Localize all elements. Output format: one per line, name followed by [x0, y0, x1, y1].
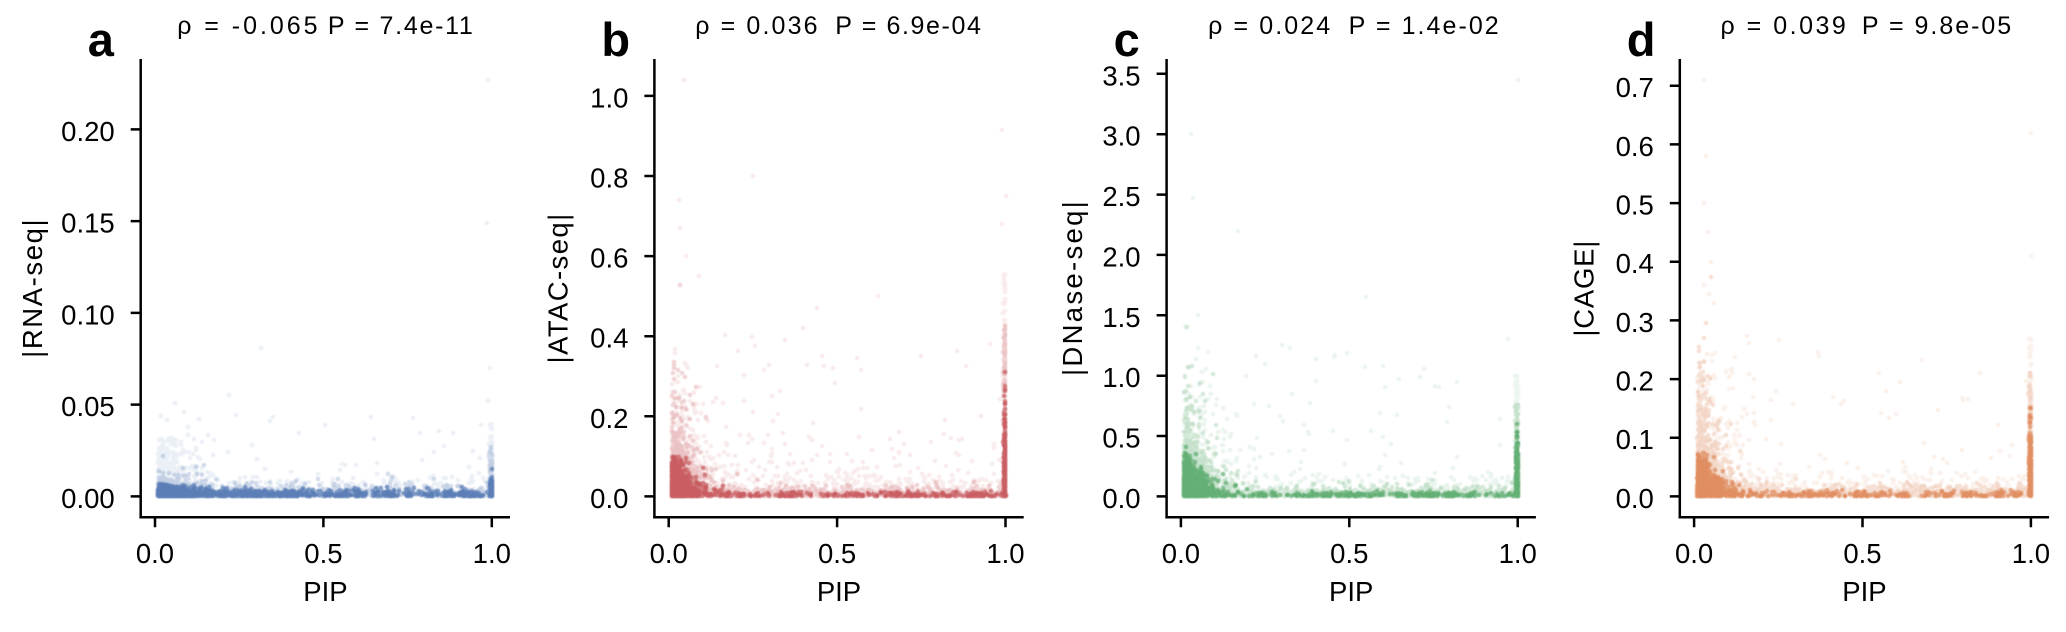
svg-text:1.0: 1.0 [986, 538, 1024, 569]
svg-text:1.5: 1.5 [1102, 302, 1140, 333]
svg-text:0.5: 0.5 [1102, 423, 1140, 454]
svg-text:2.5: 2.5 [1102, 181, 1140, 212]
svg-text:1.0: 1.0 [1102, 362, 1140, 393]
svg-text:3.0: 3.0 [1102, 121, 1140, 152]
svg-text:|CAGE|: |CAGE| [1568, 241, 1599, 337]
svg-text:0.0: 0.0 [650, 538, 688, 569]
svg-text:0.5: 0.5 [1616, 190, 1654, 221]
svg-text:0.05: 0.05 [61, 391, 115, 422]
svg-text:2.0: 2.0 [1102, 241, 1140, 272]
svg-text:0.0: 0.0 [1102, 483, 1140, 514]
svg-text:0.6: 0.6 [1616, 131, 1654, 162]
svg-text:0.5: 0.5 [818, 538, 856, 569]
svg-text:0.5: 0.5 [304, 538, 342, 569]
svg-text:ρ = 0.036: ρ = 0.036 [695, 12, 817, 40]
svg-text:0.20: 0.20 [61, 116, 115, 147]
svg-text:0.15: 0.15 [61, 208, 115, 239]
svg-text:0.0: 0.0 [1616, 483, 1654, 514]
svg-text:0.5: 0.5 [1330, 538, 1368, 569]
svg-text:1.0: 1.0 [590, 82, 628, 113]
svg-text:a: a [88, 13, 115, 66]
svg-text:0.0: 0.0 [1162, 538, 1200, 569]
svg-text:0.0: 0.0 [590, 483, 628, 514]
svg-text:0.2: 0.2 [1616, 366, 1654, 397]
svg-text:0.10: 0.10 [61, 299, 115, 330]
svg-text:ρ = 0.039: ρ = 0.039 [1721, 12, 1846, 40]
svg-text:0.0: 0.0 [1675, 538, 1713, 569]
svg-text:PIP: PIP [303, 576, 347, 607]
svg-text:0.6: 0.6 [590, 243, 628, 274]
svg-text:c: c [1114, 13, 1140, 66]
svg-text:0.4: 0.4 [1616, 248, 1654, 279]
svg-text:|ATAC-seq|: |ATAC-seq| [543, 214, 574, 364]
svg-text:|DNase-seq|: |DNase-seq| [1057, 201, 1088, 376]
svg-text:0.7: 0.7 [1616, 72, 1654, 103]
svg-text:PIP: PIP [1329, 576, 1373, 607]
svg-text:|RNA-seq|: |RNA-seq| [17, 219, 48, 358]
svg-text:1.0: 1.0 [473, 538, 511, 569]
svg-text:P = 9.8e-05: P = 9.8e-05 [1862, 12, 2011, 40]
svg-text:ρ = -0.065: ρ = -0.065 [177, 12, 317, 40]
svg-text:0.1: 0.1 [1616, 424, 1654, 455]
svg-text:P = 1.4e-02: P = 1.4e-02 [1349, 12, 1499, 40]
svg-text:ρ = 0.024: ρ = 0.024 [1208, 12, 1330, 40]
svg-text:3.5: 3.5 [1102, 60, 1140, 91]
svg-text:0.00: 0.00 [61, 483, 115, 514]
svg-text:PIP: PIP [817, 576, 861, 607]
svg-text:P = 6.9e-04: P = 6.9e-04 [835, 12, 981, 40]
svg-text:b: b [601, 13, 630, 66]
svg-text:0.2: 0.2 [590, 403, 628, 434]
svg-text:0.0: 0.0 [136, 538, 174, 569]
svg-text:P = 7.4e-11: P = 7.4e-11 [328, 12, 473, 40]
svg-text:1.0: 1.0 [1499, 538, 1537, 569]
svg-text:1.0: 1.0 [2012, 538, 2050, 569]
svg-text:d: d [1627, 13, 1656, 66]
svg-text:PIP: PIP [1842, 576, 1886, 607]
svg-text:0.3: 0.3 [1616, 307, 1654, 338]
svg-text:0.8: 0.8 [590, 163, 628, 194]
svg-text:0.5: 0.5 [1843, 538, 1881, 569]
svg-text:0.4: 0.4 [590, 323, 628, 354]
